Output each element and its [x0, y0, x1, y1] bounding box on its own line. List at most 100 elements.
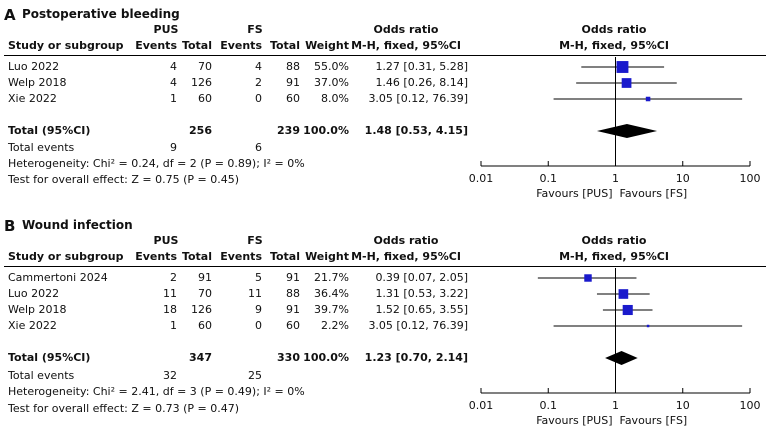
- panel-b-study-events1: 11: [163, 287, 177, 300]
- panel-b-study-point: [622, 304, 633, 316]
- panel-b-x-tick-label: 0.01: [468, 399, 494, 412]
- panel-b-study-total1: 91: [198, 271, 212, 284]
- panel-a-total-events2: 6: [255, 141, 262, 154]
- panel-a-plot-method-header: M-H, fixed, 95%CI: [559, 39, 669, 52]
- panel-b-study-name: Welp 2018: [8, 303, 67, 316]
- panel-b-study-weight: 39.7%: [314, 303, 349, 316]
- panel-b-total-label: Total (95%CI): [8, 351, 91, 364]
- panel-b-study-total2: 91: [286, 271, 300, 284]
- panel-a-plot-header: Odds ratio: [581, 23, 647, 36]
- panel-b-x-tick-label: 100: [739, 399, 761, 412]
- panel-b-total-events-label: Total events: [8, 369, 75, 382]
- panel-b-study-total2: 88: [286, 287, 300, 300]
- panel-a-total-diamond: [596, 124, 658, 138]
- panel-a-study-point: [645, 96, 651, 102]
- panel-a-study-weight: 37.0%: [314, 76, 349, 89]
- panel-b-study-events1: 1: [170, 319, 177, 332]
- panel-b-study-header: Study or subgroup: [8, 250, 124, 263]
- panel-b-header-rule: [4, 266, 766, 267]
- panel-b-study-total1: 60: [198, 319, 212, 332]
- panel-b-study-name: Xie 2022: [8, 319, 57, 332]
- panel-a-x-tick-label: 0.1: [539, 172, 558, 185]
- panel-b-study-events1: 18: [163, 303, 177, 316]
- panel-a-x-tick-label: 0.01: [468, 172, 494, 185]
- panel-b-title: Wound infection: [22, 218, 133, 232]
- panel-b-study-point: [618, 289, 629, 299]
- panel-b-study-events2: 11: [248, 287, 262, 300]
- panel-a-total-events1: 9: [170, 141, 177, 154]
- panel-a-study-weight: 8.0%: [321, 92, 349, 105]
- panel-b-x-tick-label: 0.1: [539, 399, 558, 412]
- panel-a-favours-right: Favours [FS]: [619, 187, 688, 200]
- panel-a-x-tick-label: 10: [675, 172, 690, 185]
- panel-b-total-n1: 347: [189, 351, 212, 364]
- panel-a-total1-header: Total: [181, 39, 212, 52]
- panel-b-study-total1: 126: [191, 303, 212, 316]
- panel-a-study-point: [616, 61, 629, 73]
- panel-b-study-point: [646, 324, 650, 328]
- panel-b-study-total2: 91: [286, 303, 300, 316]
- panel-a-study-events2: 0: [255, 92, 262, 105]
- panel-b-favours-left: Favours [PUS]: [536, 414, 613, 427]
- panel-a-study-total2: 88: [286, 60, 300, 73]
- panel-a-study-header: Study or subgroup: [8, 39, 124, 52]
- panel-a-study-name: Xie 2022: [8, 92, 57, 105]
- panel-a-study-ci: 3.05 [0.12, 76.39]: [368, 92, 468, 105]
- panel-a-x-tick-label: 1: [612, 172, 619, 185]
- panel-b-method-header: M-H, fixed, 95%CI: [351, 250, 461, 263]
- panel-a-study-weight: 55.0%: [314, 60, 349, 73]
- panel-b-total-events1: 32: [163, 369, 177, 382]
- panel-a-label: A: [4, 6, 16, 24]
- panel-a-study-events1: 1: [170, 92, 177, 105]
- panel-b-label: B: [4, 217, 16, 235]
- panel-b-x-tick-label: 10: [675, 399, 690, 412]
- panel-b-study-total2: 60: [286, 319, 300, 332]
- panel-a-study-total1: 60: [198, 92, 212, 105]
- panel-a-study-name: Welp 2018: [8, 76, 67, 89]
- panel-b-total-weight: 100.0%: [303, 351, 349, 364]
- panel-b-overall-effect: Test for overall effect: Z = 0.73 (P = 0…: [8, 402, 239, 415]
- panel-b-group2-header: FS: [247, 234, 263, 247]
- panel-b-study-name: Cammertoni 2024: [8, 271, 108, 284]
- panel-a-events2-header: Events: [220, 39, 262, 52]
- panel-a-study-point: [621, 78, 632, 88]
- panel-b-study-events1: 2: [170, 271, 177, 284]
- panel-a-total-ci: 1.48 [0.53, 4.15]: [364, 124, 468, 137]
- panel-b-study-events2: 5: [255, 271, 262, 284]
- panel-a-overall-effect: Test for overall effect: Z = 0.75 (P = 0…: [8, 173, 239, 186]
- panel-b-study-total1: 70: [198, 287, 212, 300]
- panel-a-x-tick-label: 100: [739, 172, 761, 185]
- panel-b-total-n2: 330: [277, 351, 300, 364]
- panel-a-study-events1: 4: [170, 76, 177, 89]
- panel-b-total-ci: 1.23 [0.70, 2.14]: [364, 351, 468, 364]
- panel-a-study-total2: 60: [286, 92, 300, 105]
- panel-a-header-rule: [4, 55, 766, 56]
- panel-b-study-weight: 36.4%: [314, 287, 349, 300]
- panel-a-weight-header: Weight: [305, 39, 349, 52]
- panel-b-total-diamond: [605, 351, 638, 365]
- panel-b-total1-header: Total: [181, 250, 212, 263]
- panel-b-study-events2: 0: [255, 319, 262, 332]
- panel-a-study-total2: 91: [286, 76, 300, 89]
- panel-a-study-name: Luo 2022: [8, 60, 60, 73]
- panel-b-study-weight: 2.2%: [321, 319, 349, 332]
- panel-b-events2-header: Events: [220, 250, 262, 263]
- panel-a-events1-header: Events: [135, 39, 177, 52]
- panel-b-x-tick-label: 1: [612, 399, 619, 412]
- panel-b-heterogeneity: Heterogeneity: Chi² = 2.41, df = 3 (P = …: [8, 385, 305, 398]
- panel-b-plot-header: Odds ratio: [581, 234, 647, 247]
- panel-b-total2-header: Total: [269, 250, 300, 263]
- panel-a-heterogeneity: Heterogeneity: Chi² = 0.24, df = 2 (P = …: [8, 157, 305, 170]
- panel-a-group2-header: FS: [247, 23, 263, 36]
- panel-b-total-events2: 25: [248, 369, 262, 382]
- panel-b-study-weight: 21.7%: [314, 271, 349, 284]
- panel-a-study-events2: 4: [255, 60, 262, 73]
- panel-b-study-ci: 0.39 [0.07, 2.05]: [375, 271, 468, 284]
- panel-a-study-total1: 70: [198, 60, 212, 73]
- panel-a-or-header: Odds ratio: [373, 23, 439, 36]
- panel-a-total-n2: 239: [277, 124, 300, 137]
- panel-a-study-total1: 126: [191, 76, 212, 89]
